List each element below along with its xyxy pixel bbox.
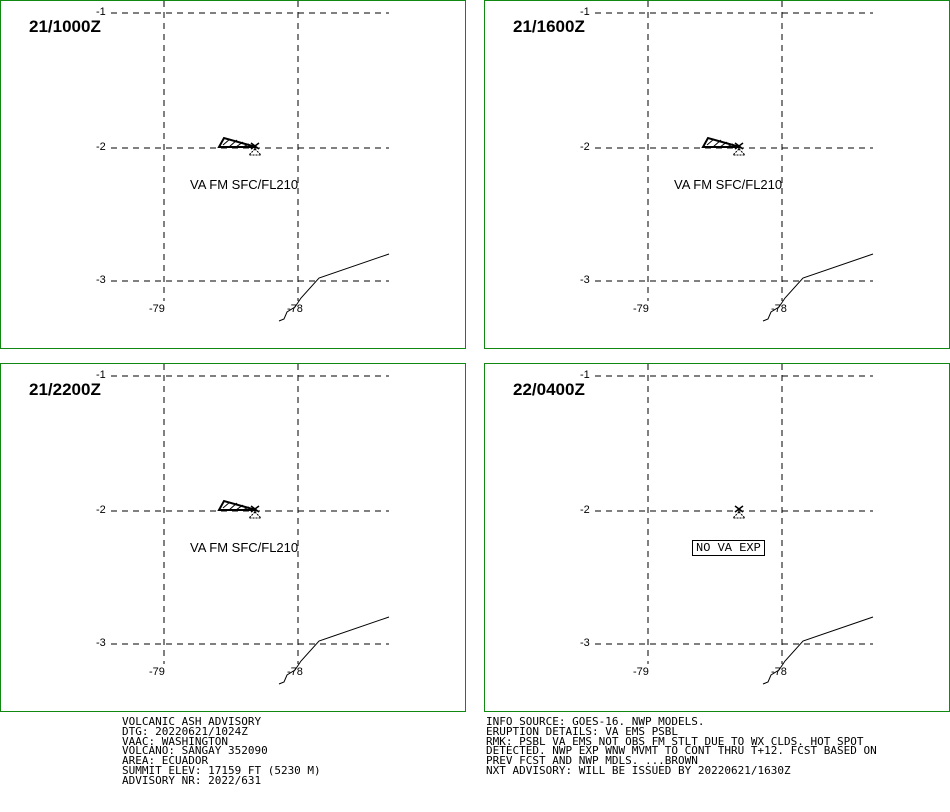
panel-time-title: 21/2200Z xyxy=(29,380,101,399)
volcano-icon xyxy=(247,148,263,156)
advisory-line: VOLCANO: SANGAY 352090 xyxy=(122,744,268,758)
advisory-line: DETECTED. NWP EXP WNW MVMT TO CONT THRU … xyxy=(486,744,877,758)
ash-hatch-line xyxy=(242,506,250,511)
lon-label-79: -79 xyxy=(149,303,165,315)
map-lines xyxy=(111,1,390,322)
volcano-star-line xyxy=(250,505,260,513)
lat-label-1: -1 xyxy=(580,369,590,381)
lon-label-78: -78 xyxy=(287,303,303,315)
coastline xyxy=(762,253,874,322)
forecast-panel-2: 21/1600Z -1 -2 -3 -79 -78 VA FM SFC/FL21… xyxy=(484,0,950,349)
ash-hatch-line xyxy=(228,139,238,148)
ash-hatch-line xyxy=(242,143,250,148)
ash-cloud-polygon xyxy=(701,136,741,148)
ash-cloud-label: VA FM SFC/FL210 xyxy=(190,177,299,192)
lon-label-78: -78 xyxy=(771,666,787,678)
ash-hatch-line xyxy=(222,138,231,146)
ash-hatch-line xyxy=(706,138,715,146)
advisory-line: ERUPTION DETAILS: VA EMS PSBL xyxy=(486,724,679,738)
advisory-line: PREV FCST AND NWP MDLS. ...BROWN xyxy=(486,754,698,768)
coastline xyxy=(278,253,390,322)
forecast-panel-1: 21/1000Z -1 -2 -3 -79 -78 VA FM SFC/FL21… xyxy=(0,0,466,349)
ash-hatch-line xyxy=(726,143,734,148)
advisory-remarks-block: INFO SOURCE: GOES-16. NWP MODELS. ERUPTI… xyxy=(486,715,877,777)
advisory-line: AREA: ECUADOR xyxy=(122,754,209,768)
map-lines xyxy=(595,364,874,685)
ash-cloud-polygon xyxy=(217,499,257,511)
map-lines xyxy=(595,1,874,322)
lat-label-2: -2 xyxy=(96,141,106,153)
advisory-line: VAAC: WASHINGTON xyxy=(122,734,228,748)
map-lines xyxy=(111,364,390,685)
ash-hatch-line xyxy=(222,501,231,509)
lon-label-78: -78 xyxy=(287,666,303,678)
lat-label-2: -2 xyxy=(96,504,106,516)
lat-label-3: -3 xyxy=(580,637,590,649)
lon-label-79: -79 xyxy=(633,666,649,678)
advisory-line: SUMMIT ELEV: 17159 FT (5230 M) xyxy=(122,763,321,777)
forecast-panel-3: 21/2200Z -1 -2 -3 -79 -78 VA FM SFC/FL21… xyxy=(0,363,466,712)
lon-label-78: -78 xyxy=(771,303,787,315)
ash-cloud-label: VA FM SFC/FL210 xyxy=(190,540,299,555)
coastline xyxy=(762,616,874,685)
ash-hatch-line xyxy=(712,139,722,148)
lat-label-3: -3 xyxy=(96,637,106,649)
lat-label-1: -1 xyxy=(580,6,590,18)
advisory-line: ADVISORY NR: 2022/631 xyxy=(122,773,262,787)
lat-label-1: -1 xyxy=(96,369,106,381)
coastline xyxy=(278,616,390,685)
lat-label-1: -1 xyxy=(96,6,106,18)
advisory-line: VOLCANIC ASH ADVISORY xyxy=(122,715,262,728)
panel-time-title: 21/1000Z xyxy=(29,17,101,36)
volcano-star-line xyxy=(250,142,260,150)
advisory-line: NXT ADVISORY: WILL BE ISSUED BY 20220621… xyxy=(486,763,791,777)
lat-label-2: -2 xyxy=(580,504,590,516)
lon-label-79: -79 xyxy=(633,303,649,315)
panel-time-title: 21/1600Z xyxy=(513,17,585,36)
forecast-panel-4: 22/0400Z -1 -2 -3 -79 -78 NO VA EXP xyxy=(484,363,950,712)
ash-cloud-polygon xyxy=(217,136,257,148)
no-ash-expected-box: NO VA EXP xyxy=(692,540,765,556)
lat-label-3: -3 xyxy=(96,274,106,286)
volcano-star-line xyxy=(734,505,744,513)
ash-hatch-line xyxy=(235,504,244,511)
advisory-header-block: VOLCANIC ASH ADVISORY DTG: 20220621/1024… xyxy=(122,715,321,787)
lon-label-79: -79 xyxy=(149,666,165,678)
advisory-line: DTG: 20220621/1024Z xyxy=(122,724,248,738)
ash-hatch-line xyxy=(235,141,244,148)
lat-label-3: -3 xyxy=(580,274,590,286)
ash-hatch-line xyxy=(719,141,728,148)
advisory-line: INFO SOURCE: GOES-16. NWP MODELS. xyxy=(486,715,705,728)
lat-label-2: -2 xyxy=(580,141,590,153)
volcano-icon xyxy=(247,511,263,519)
panel-time-title: 22/0400Z xyxy=(513,380,585,399)
volcano-icon xyxy=(731,511,747,519)
ash-cloud-label: VA FM SFC/FL210 xyxy=(674,177,783,192)
ash-hatch-line xyxy=(228,502,238,511)
advisory-line: RMK: PSBL VA EMS NOT OBS FM STLT DUE TO … xyxy=(486,734,864,748)
volcano-icon xyxy=(731,148,747,156)
volcano-star-line xyxy=(734,142,744,150)
